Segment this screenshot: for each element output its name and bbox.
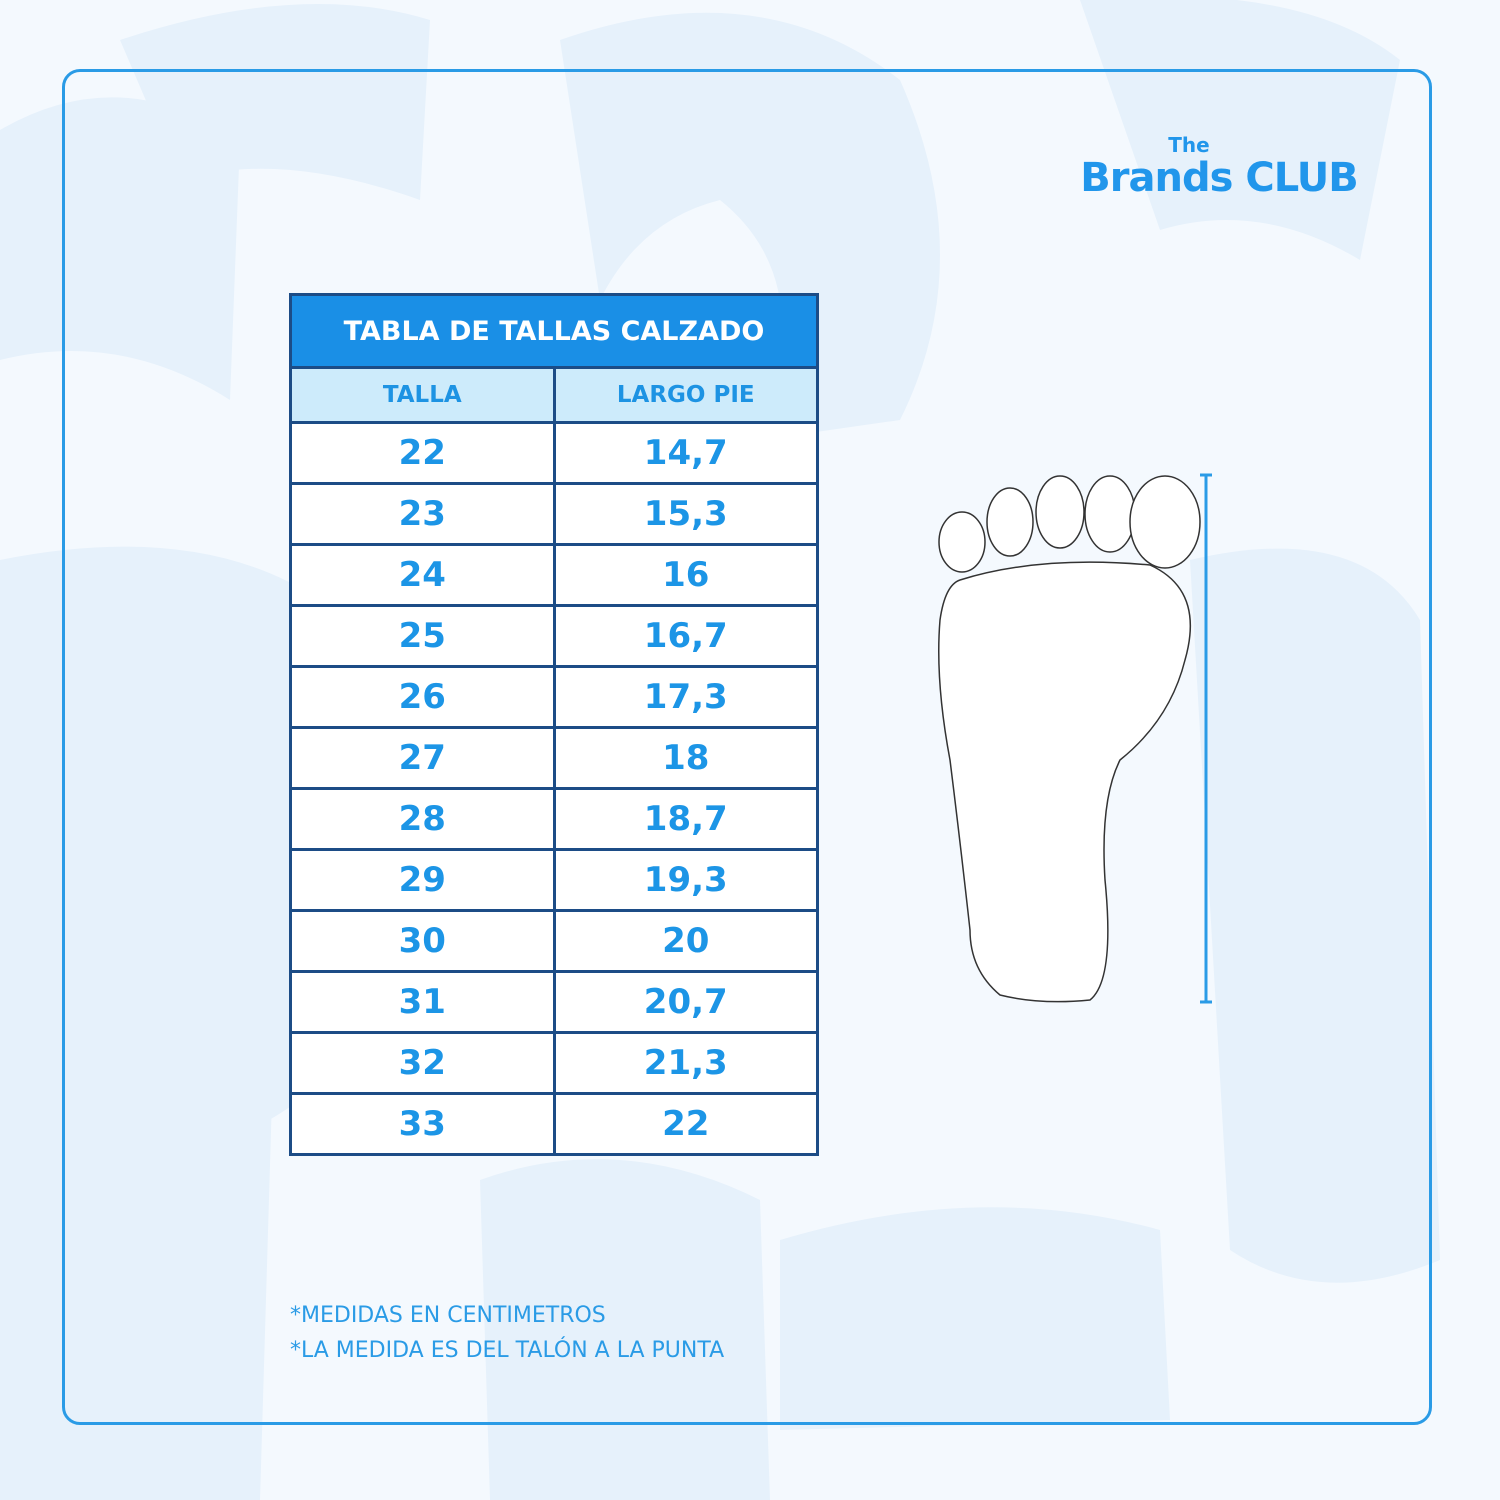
cell-largo-pie: 19,3 (552, 848, 819, 912)
note-measure: *LA MEDIDA ES DEL TALÓN A LA PUNTA (290, 1338, 725, 1363)
logo-the: The (1168, 133, 1210, 157)
table-title: TABLA DE TALLAS CALZADO (289, 293, 819, 369)
length-indicator (1200, 473, 1212, 1004)
cell-talla: 28 (289, 787, 556, 851)
cell-talla: 22 (289, 421, 556, 485)
table-row: 25 16,7 (289, 604, 819, 668)
table-row: 29 19,3 (289, 848, 819, 912)
content-frame (62, 69, 1432, 1425)
brand-logo: The Brands CLUB (1064, 134, 1374, 200)
cell-talla: 23 (289, 482, 556, 546)
cell-largo-pie: 17,3 (552, 665, 819, 729)
cell-largo-pie: 20 (552, 909, 819, 973)
cell-largo-pie: 15,3 (552, 482, 819, 546)
notes: *MEDIDAS EN CENTIMETROS *LA MEDIDA ES DE… (290, 1298, 724, 1368)
cell-talla: 27 (289, 726, 556, 790)
header-talla: TALLA (289, 366, 556, 424)
table-row: 23 15,3 (289, 482, 819, 546)
table-row: 28 18,7 (289, 787, 819, 851)
table-row: 32 21,3 (289, 1031, 819, 1095)
cell-talla: 24 (289, 543, 556, 607)
cell-largo-pie: 16 (552, 543, 819, 607)
cell-largo-pie: 18,7 (552, 787, 819, 851)
table-row: 31 20,7 (289, 970, 819, 1034)
note-units: *MEDIDAS EN CENTIMETROS (290, 1303, 606, 1328)
table-row: 30 20 (289, 909, 819, 973)
cell-talla: 32 (289, 1031, 556, 1095)
cell-largo-pie: 16,7 (552, 604, 819, 668)
cell-talla: 25 (289, 604, 556, 668)
header-largo-pie: LARGO PIE (552, 366, 819, 424)
cell-largo-pie: 14,7 (552, 421, 819, 485)
cell-largo-pie: 22 (552, 1092, 819, 1156)
table-row: 33 22 (289, 1092, 819, 1156)
table-row: 27 18 (289, 726, 819, 790)
cell-largo-pie: 21,3 (552, 1031, 819, 1095)
table-row: 26 17,3 (289, 665, 819, 729)
size-table: TABLA DE TALLAS CALZADO TALLA LARGO PIE … (289, 293, 819, 1156)
cell-talla: 26 (289, 665, 556, 729)
table-row: 24 16 (289, 543, 819, 607)
logo-name: Brands CLUB (1080, 155, 1358, 201)
cell-talla: 29 (289, 848, 556, 912)
cell-talla: 30 (289, 909, 556, 973)
cell-talla: 31 (289, 970, 556, 1034)
table-row: 22 14,7 (289, 421, 819, 485)
cell-largo-pie: 20,7 (552, 970, 819, 1034)
foot-outline-icon (938, 473, 1212, 1004)
cell-largo-pie: 18 (552, 726, 819, 790)
cell-talla: 33 (289, 1092, 556, 1156)
